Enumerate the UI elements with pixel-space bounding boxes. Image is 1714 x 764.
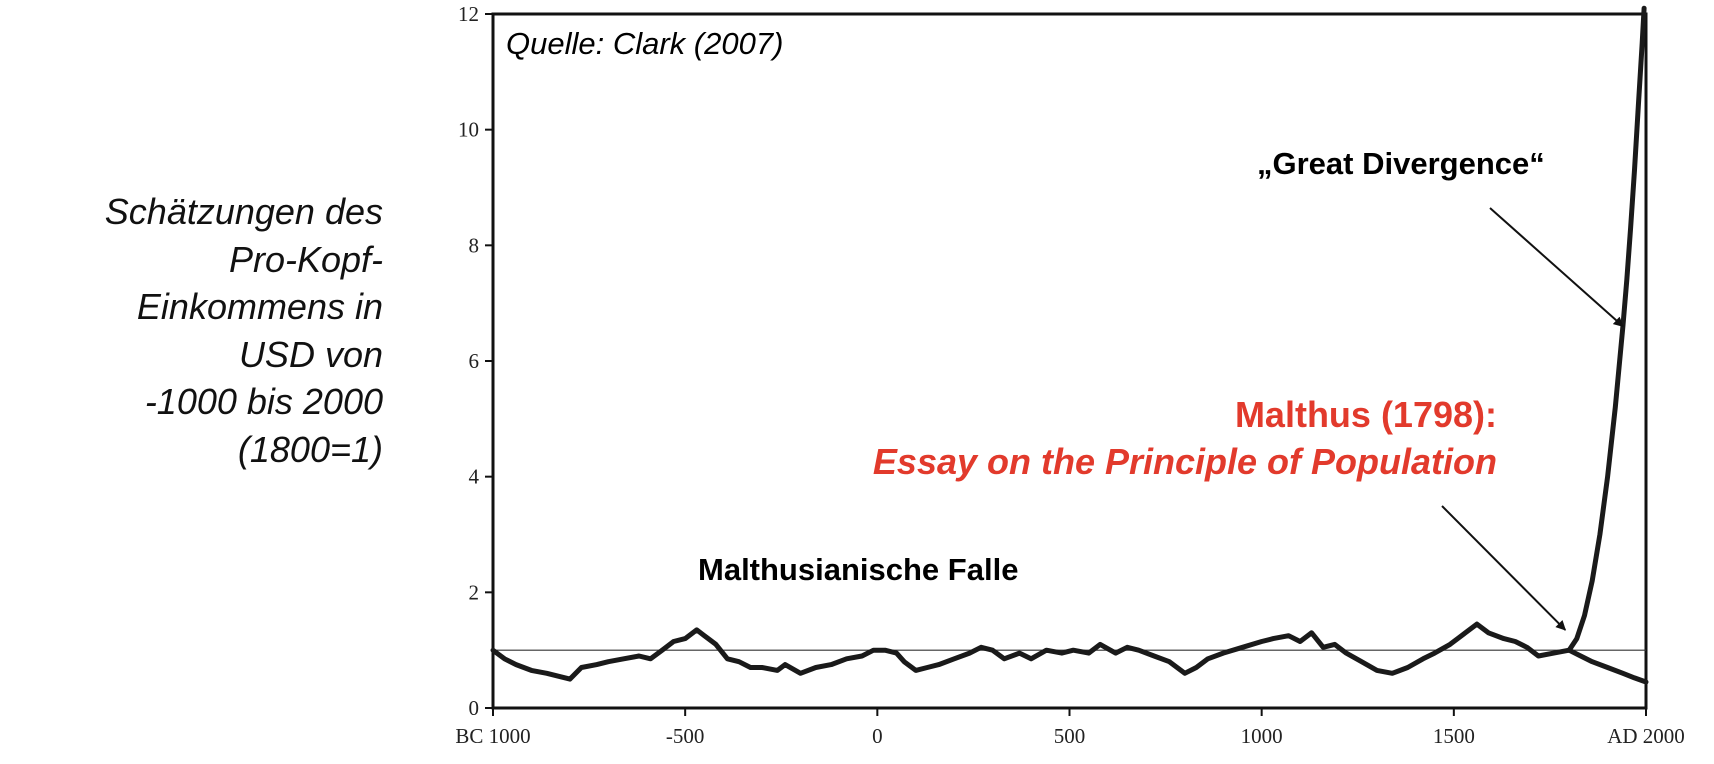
annotation-arrow-2	[1441, 505, 1566, 631]
x-tick-label: AD 2000	[1607, 724, 1685, 748]
annotation-malthus-essay: Essay on the Principle of Population	[873, 441, 1497, 482]
x-tick-label: 500	[1054, 724, 1086, 748]
series-line-1	[490, 621, 1572, 682]
y-tick-label: 12	[458, 2, 479, 26]
y-tick-label: 6	[469, 349, 480, 373]
ylabel-line-5: -1000 bis 2000	[144, 381, 383, 422]
y-tick-label: 2	[469, 580, 480, 604]
source-label: Quelle: Clark (2007)	[506, 26, 783, 61]
y-tick-label: 0	[469, 696, 480, 720]
ylabel-line-2: Pro-Kopf-	[228, 238, 383, 280]
x-tick-label: 1500	[1433, 724, 1475, 748]
series-line-2	[1566, 647, 1649, 685]
y-tick-label: 4	[469, 465, 480, 489]
y-tick-label: 8	[469, 233, 480, 257]
x-tick-label: 1000	[1241, 724, 1283, 748]
x-tick-label: 0	[872, 724, 883, 748]
ylabel-line-1: Schätzungen des	[104, 191, 383, 232]
plot-frame	[491, 12, 1648, 710]
x-tick-label: -500	[666, 724, 705, 748]
ylabel-line-3: Einkommens in	[136, 286, 383, 327]
ylabel-line-6: (1800=1)	[237, 428, 383, 470]
annotation-malthusian-trap: Malthusianische Falle	[698, 552, 1018, 587]
annotation-malthus-title: Malthus (1798):	[1235, 394, 1497, 435]
series-line-3	[1566, 5, 1647, 653]
ylabel-line-4: USD von	[238, 333, 383, 375]
annotation-great-divergence: „Great Divergence“	[1257, 146, 1545, 181]
x-tick-label: BC 1000	[455, 724, 530, 748]
annotation-arrow-1	[1489, 207, 1624, 328]
y-tick-label: 10	[458, 118, 479, 142]
y-axis-description: Schätzungen des Pro-Kopf- Einkommens in …	[20, 188, 383, 473]
